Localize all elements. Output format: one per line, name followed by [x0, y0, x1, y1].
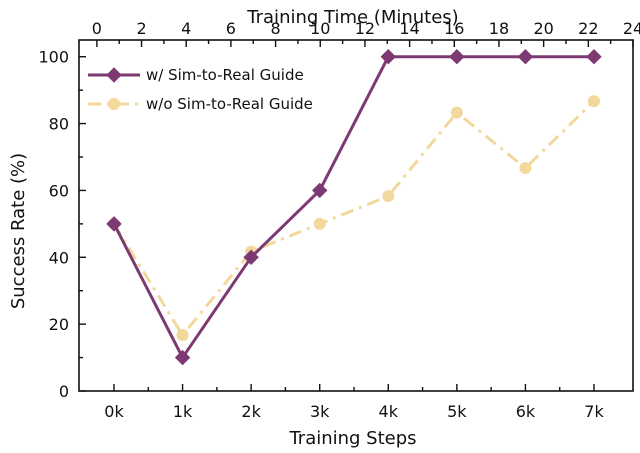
data-point — [174, 349, 191, 366]
x-tick-label: 4k — [379, 402, 399, 421]
x-axis: 0k 1k 2k 3k 4k 5k 6k 7k — [104, 384, 604, 421]
data-point — [243, 249, 259, 265]
legend-item: w/o Sim-to-Real Guide — [88, 95, 313, 113]
x-tick-label: 3k — [310, 402, 330, 421]
y-axis: 0 20 40 60 80 100 — [38, 48, 86, 401]
top-tick-label: 12 — [355, 19, 375, 38]
y-tick-label: 20 — [49, 315, 69, 334]
top-tick-label: 0 — [92, 19, 102, 38]
plot-series — [106, 49, 602, 366]
x-tick-label: 7k — [584, 402, 604, 421]
data-point — [586, 49, 602, 65]
data-point — [519, 162, 532, 175]
top-tick-label: 20 — [533, 19, 553, 38]
legend-marker — [108, 98, 120, 110]
y-axis-title: Success Rate (%) — [8, 153, 29, 309]
x-tick-label: 5k — [447, 402, 467, 421]
series-1 — [106, 49, 602, 366]
y-tick-label: 100 — [38, 48, 69, 67]
top-tick-label: 16 — [444, 19, 464, 38]
series-line — [112, 55, 594, 360]
y-tick-label: 40 — [49, 248, 69, 267]
top-tick-label: 4 — [181, 19, 191, 38]
data-point — [106, 216, 122, 232]
series-line — [112, 100, 596, 337]
legend-marker — [106, 67, 122, 83]
data-point — [176, 329, 189, 342]
top-tick-label: 10 — [310, 19, 330, 38]
y-tick-label: 0 — [59, 382, 69, 401]
top-tick-label: 24 — [623, 19, 640, 38]
legend: w/ Sim-to-Real Guide w/o Sim-to-Real Guid… — [88, 66, 313, 113]
top-tick-label: 14 — [399, 19, 419, 38]
series-2 — [108, 95, 600, 342]
y-tick-label: 60 — [49, 181, 69, 200]
top-tick-label: 18 — [489, 19, 509, 38]
data-point — [382, 190, 395, 203]
x-tick-label: 6k — [516, 402, 536, 421]
data-point — [517, 49, 534, 65]
top-axis-title: Training Time (Minutes) — [246, 7, 458, 28]
data-point — [380, 49, 396, 65]
top-tick-label: 6 — [226, 19, 236, 38]
data-point — [449, 49, 465, 65]
top-tick-label: 2 — [136, 19, 146, 38]
x-axis-title: Training Steps — [288, 428, 416, 449]
top-tick-label: 22 — [578, 19, 598, 38]
data-point — [588, 95, 600, 108]
data-point — [450, 106, 463, 119]
top-axis: 0 2 4 6 8 10 12 14 16 18 20 22 24 — [92, 19, 640, 47]
data-point — [312, 182, 328, 199]
plot-frame — [78, 39, 634, 392]
x-tick-label: 1k — [173, 402, 193, 421]
legend-label: w/ Sim-to-Real Guide — [146, 66, 304, 84]
x-tick-label: 0k — [104, 402, 124, 421]
legend-item: w/ Sim-to-Real Guide — [88, 66, 304, 84]
data-point — [313, 217, 326, 230]
top-tick-label: 8 — [270, 19, 280, 38]
legend-label: w/o Sim-to-Real Guide — [146, 95, 313, 113]
x-tick-label: 2k — [241, 402, 261, 421]
y-tick-label: 80 — [49, 115, 69, 134]
